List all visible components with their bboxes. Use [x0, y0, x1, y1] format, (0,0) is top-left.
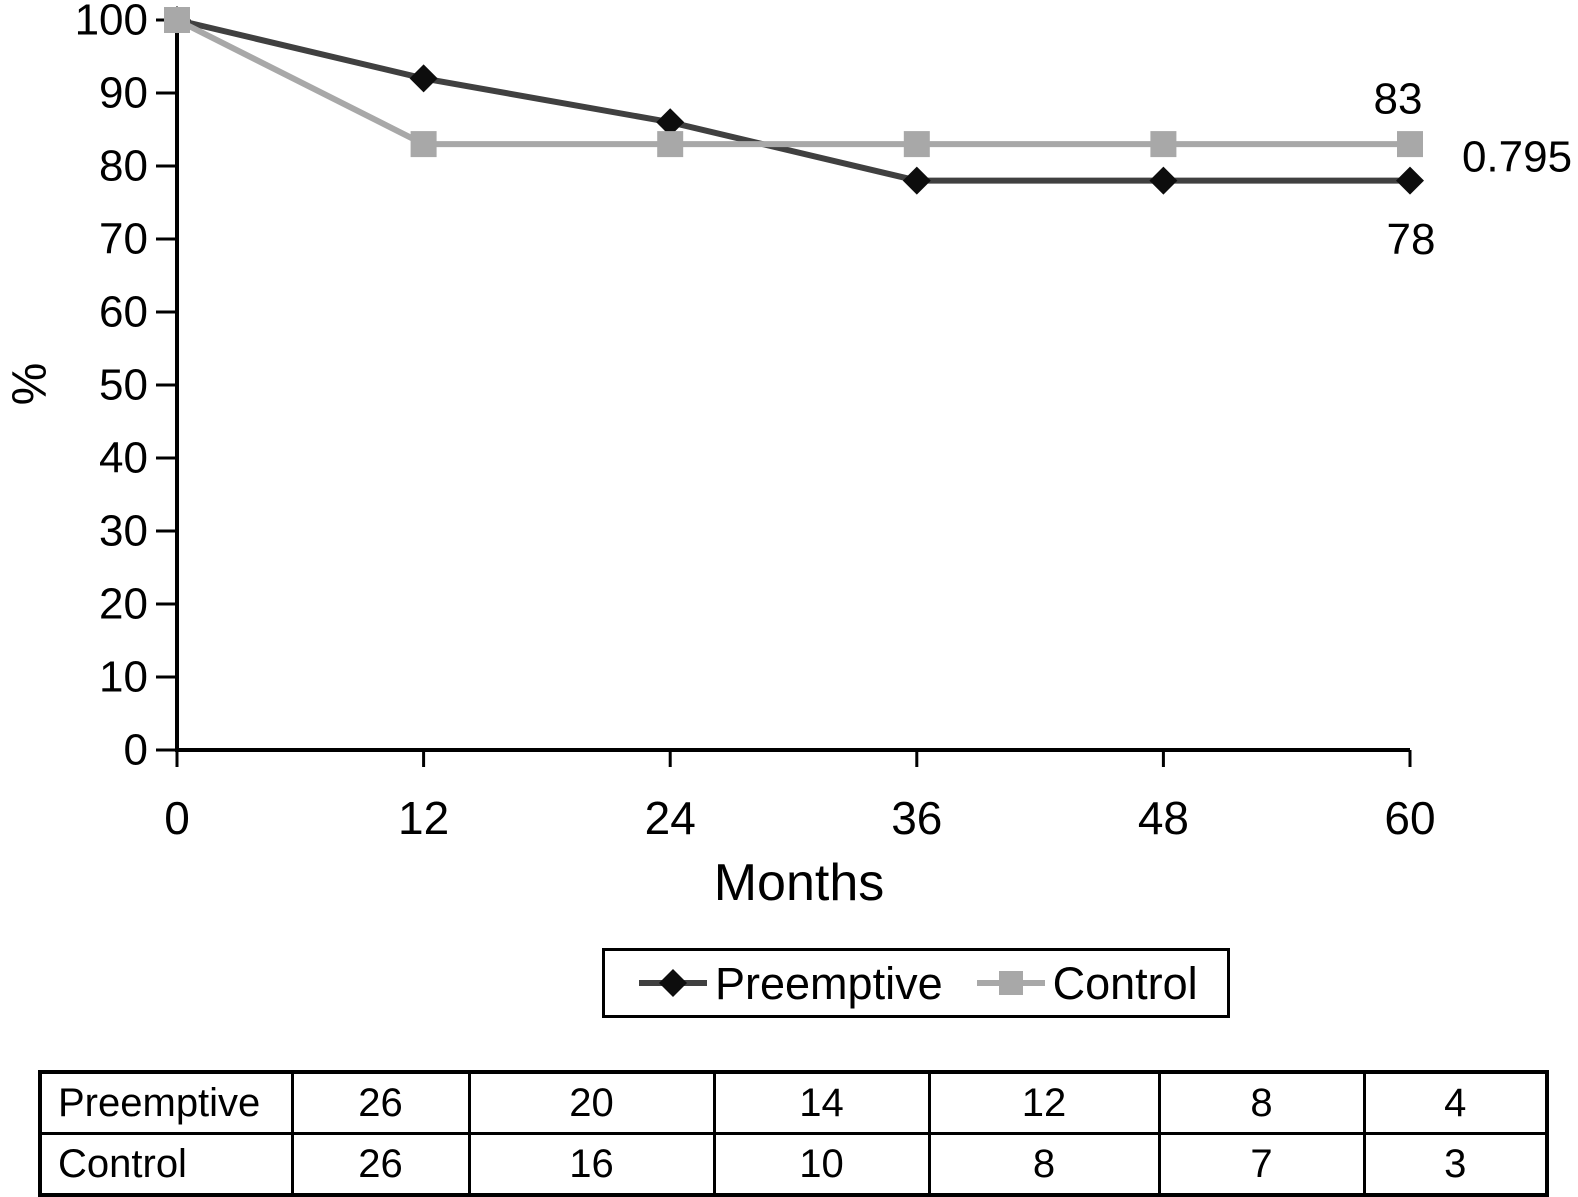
diamond-marker	[1396, 166, 1424, 195]
chart-annotation: 78	[1387, 215, 1436, 264]
y-axis-tick-label: 0	[124, 726, 148, 775]
x-axis-tick-label: 36	[891, 792, 942, 844]
x-axis-tick-label: 60	[1384, 792, 1435, 844]
square-marker	[1150, 131, 1177, 158]
y-axis-tick-label: 90	[99, 69, 148, 118]
x-axis-tick-label: 48	[1138, 792, 1189, 844]
y-axis-tick-label: 70	[99, 215, 148, 264]
preemptive-marker-icon	[639, 969, 707, 997]
y-axis-tick-label: 60	[99, 288, 148, 337]
square-marker	[657, 131, 684, 158]
risk-count: 10	[712, 1132, 931, 1197]
y-axis-tick-label: 20	[99, 580, 148, 629]
series-line-preemptive	[176, 17, 1410, 184]
risk-count: 12	[927, 1070, 1161, 1135]
legend-label-preemptive: Preemptive	[715, 957, 943, 1009]
legend-item-control: Control	[975, 961, 1198, 1006]
series-line-control	[175, 17, 1410, 148]
control-marker-icon	[976, 971, 1045, 995]
y-axis-tick-label: 50	[99, 361, 148, 410]
risk-count: 20	[467, 1070, 716, 1135]
table-row-preemptive: Preemptive 26 20 14 12 8 4	[38, 1070, 1549, 1135]
table-row-control: Control 26 16 10 8 7 3	[38, 1132, 1549, 1197]
diamond-marker	[1149, 166, 1178, 195]
legend-item-preemptive: Preemptive	[637, 961, 943, 1006]
risk-count: 7	[1157, 1132, 1366, 1197]
x-axis-title: Months	[714, 854, 885, 912]
risk-count: 14	[712, 1070, 931, 1135]
row-label: Control	[38, 1132, 294, 1197]
square-marker	[410, 131, 437, 158]
risk-count: 16	[467, 1132, 716, 1197]
risk-count: 8	[1157, 1070, 1366, 1135]
y-axis-tick-label: 80	[99, 142, 148, 191]
y-axis-tick-label: 40	[99, 434, 148, 483]
diamond-marker	[409, 64, 438, 93]
chart-legend: Preemptive Control	[602, 948, 1230, 1018]
x-axis-tick-label: 12	[398, 792, 449, 844]
diamond-marker	[902, 166, 931, 195]
risk-count: 26	[290, 1132, 471, 1197]
square-marker	[1397, 131, 1423, 158]
y-axis-tick-label: 10	[99, 653, 148, 702]
risk-count: 26	[290, 1070, 471, 1135]
square-marker	[164, 7, 190, 33]
risk-count: 8	[927, 1132, 1161, 1197]
numbers-at-risk-table: Preemptive 26 20 14 12 8 4 Control 26 16…	[38, 1070, 1549, 1197]
axis-lines	[175, 18, 1410, 752]
risk-count: 4	[1362, 1070, 1549, 1135]
y-axis-tick-label: 30	[99, 507, 148, 556]
square-marker	[903, 131, 930, 158]
diamond-marker	[656, 108, 685, 137]
x-axis-tick-label: 0	[164, 792, 190, 844]
survival-chart: 0 10 20 30 40 50 60 70 80 90 100 0 12 24 36 48 60% Months…	[4, 0, 1573, 912]
row-label: Preemptive	[38, 1070, 294, 1135]
y-axis-tick-label: 100	[75, 0, 148, 45]
x-axis-tick-label: 24	[645, 792, 696, 844]
chart-annotation: 83	[1374, 75, 1423, 124]
y-axis-title: %	[4, 363, 57, 406]
legend-label-control: Control	[1052, 957, 1198, 1009]
risk-count: 3	[1362, 1132, 1549, 1197]
chart-annotation: 0.795	[1462, 133, 1572, 182]
